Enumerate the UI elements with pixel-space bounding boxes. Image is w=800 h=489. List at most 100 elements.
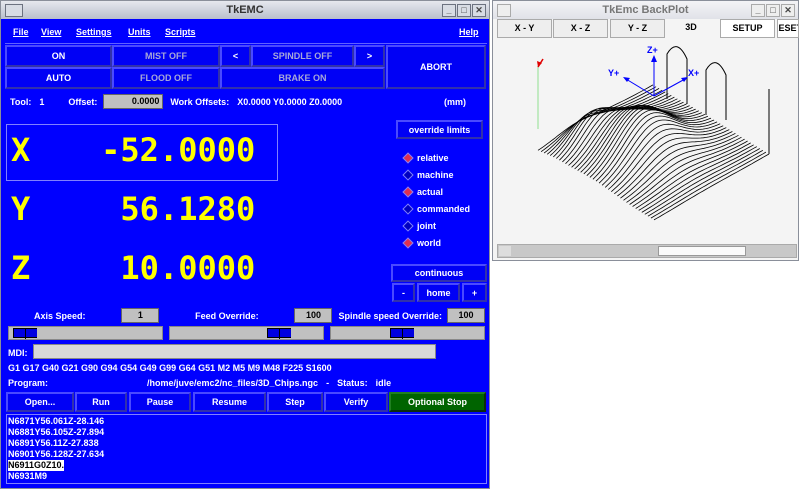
- slider-handle[interactable]: [389, 328, 414, 339]
- toolpath-line: [601, 119, 718, 186]
- optional-stop-button[interactable]: Optional Stop: [389, 392, 486, 412]
- tab-yz[interactable]: Y - Z: [610, 19, 665, 38]
- dro-y: Y 56.1280: [11, 190, 255, 228]
- radio-world[interactable]: world: [402, 237, 441, 249]
- radio-indicator-icon[interactable]: [402, 169, 414, 181]
- work-offsets-value: X0.0000 Y0.0000 Z0.0000: [237, 96, 343, 107]
- radio-actual[interactable]: actual: [402, 186, 443, 198]
- step-button[interactable]: Step: [267, 392, 323, 412]
- dro-axis-label: X: [11, 131, 31, 169]
- spindle-decrease-button[interactable]: <: [220, 45, 251, 67]
- spindle-increase-button[interactable]: >: [354, 45, 385, 67]
- feed-override-label: Feed Override:: [195, 310, 259, 321]
- radio-relative[interactable]: relative: [402, 152, 449, 164]
- slider-handle[interactable]: [267, 328, 291, 339]
- radio-label: commanded: [417, 204, 471, 214]
- status-separator: -: [326, 377, 330, 388]
- abort-button[interactable]: ABORT: [386, 45, 486, 89]
- tool-row: Tool: 1 Offset: 0.0000 Work Offsets: X0.…: [10, 94, 484, 109]
- run-button[interactable]: Run: [75, 392, 127, 412]
- spindle-button[interactable]: SPINDLE OFF: [251, 45, 354, 67]
- toolpath-line: [653, 153, 770, 221]
- program-text[interactable]: N6871Y56.061Z-28.146 N6881Y56.105Z-27.894…: [6, 414, 487, 484]
- menu-settings[interactable]: Settings: [76, 27, 112, 37]
- toolpath-line: [617, 131, 733, 197]
- active-gcodes: G1 G17 G40 G21 G90 G94 G54 G49 G99 G64 G…: [8, 363, 332, 373]
- reset-button[interactable]: RESET: [777, 19, 799, 38]
- radio-indicator-icon[interactable]: [402, 152, 414, 164]
- slider-handle[interactable]: [12, 328, 37, 339]
- spindle-override-value: 100: [446, 308, 485, 323]
- toolpath-line: [583, 105, 699, 175]
- maximize-icon[interactable]: □: [457, 4, 471, 17]
- jog-mode-button[interactable]: continuous: [391, 264, 487, 282]
- close-icon[interactable]: ✕: [472, 4, 486, 17]
- radio-indicator-icon[interactable]: [402, 186, 414, 198]
- toolpath-line: [553, 93, 669, 158]
- dro-x: X -52.0000: [11, 131, 255, 169]
- machine-on-button[interactable]: ON: [5, 45, 112, 67]
- backplot-canvas[interactable]: Z+ Y+ X+: [493, 39, 798, 243]
- toolpath-line: [647, 149, 764, 217]
- feed-override-slider[interactable]: [169, 326, 324, 340]
- scrollbar-thumb[interactable]: [658, 246, 746, 256]
- menu-units[interactable]: Units: [128, 27, 151, 37]
- menu-scripts[interactable]: Scripts: [165, 27, 196, 37]
- scroll-left-icon[interactable]: [499, 246, 511, 256]
- resume-button[interactable]: Resume: [193, 392, 266, 412]
- flood-button[interactable]: FLOOD OFF: [112, 67, 220, 89]
- minimize-icon[interactable]: _: [442, 4, 456, 17]
- toolpath-line: [629, 138, 745, 205]
- tab-xy[interactable]: X - Y: [497, 19, 552, 38]
- tab-xz[interactable]: X - Z: [553, 19, 608, 38]
- radio-indicator-icon[interactable]: [402, 237, 414, 249]
- menu-help[interactable]: Help: [459, 27, 479, 37]
- spindle-override-label: Spindle speed Override:: [338, 310, 442, 321]
- status-value: idle: [375, 377, 392, 388]
- toolpath-line: [540, 86, 657, 153]
- program-line[interactable]: N6881Y56.105Z-27.894: [8, 427, 105, 437]
- pause-button[interactable]: Pause: [129, 392, 191, 412]
- radio-joint[interactable]: joint: [402, 220, 436, 232]
- z-axis-label: Z+: [647, 45, 658, 55]
- program-line[interactable]: N6871Y56.061Z-28.146: [8, 416, 105, 426]
- setup-button[interactable]: SETUP: [720, 19, 775, 38]
- window-menu-icon[interactable]: [5, 4, 23, 17]
- home-button[interactable]: home: [417, 283, 460, 302]
- open-button[interactable]: Open...: [6, 392, 74, 412]
- x-axis-line: [653, 78, 686, 97]
- radio-indicator-icon[interactable]: [402, 203, 414, 215]
- brake-button[interactable]: BRAKE ON: [220, 67, 385, 89]
- verify-button[interactable]: Verify: [324, 392, 388, 412]
- maximize-icon[interactable]: □: [766, 4, 780, 17]
- close-icon[interactable]: ✕: [781, 4, 795, 17]
- toolpath-line: [650, 151, 767, 219]
- feed-override-value: 100: [294, 308, 333, 323]
- axis-speed-slider[interactable]: [8, 326, 163, 340]
- tab-3d[interactable]: 3D: [685, 22, 697, 32]
- window-menu-icon[interactable]: [497, 4, 511, 17]
- menu-file[interactable]: File: [13, 27, 29, 37]
- radio-label: world: [417, 238, 441, 248]
- program-line[interactable]: N6931M9: [8, 471, 48, 481]
- jog-minus-button[interactable]: -: [392, 283, 415, 302]
- menu-view[interactable]: View: [41, 27, 62, 37]
- mist-button[interactable]: MIST OFF: [112, 45, 220, 67]
- radio-machine[interactable]: machine: [402, 169, 454, 181]
- horizontal-scrollbar[interactable]: [497, 244, 797, 258]
- minimize-icon[interactable]: _: [751, 4, 765, 17]
- program-line[interactable]: N6901Y56.128Z-27.634: [8, 449, 105, 459]
- mode-auto-button[interactable]: AUTO: [5, 67, 112, 89]
- dro-x-highlight: [6, 124, 278, 181]
- toolpath-line: [546, 89, 663, 155]
- program-line[interactable]: N6891Y56.11Z-27.838: [8, 438, 99, 448]
- tkemc-window: TkEMC _ □ ✕ File View Settings Units Scr…: [0, 0, 490, 489]
- radio-commanded[interactable]: commanded: [402, 203, 471, 215]
- program-line[interactable]: N6911G0Z10.: [8, 460, 65, 471]
- spindle-override-slider[interactable]: [330, 326, 485, 340]
- radio-indicator-icon[interactable]: [402, 220, 414, 232]
- offset-label: Offset:: [68, 96, 98, 107]
- jog-plus-button[interactable]: +: [462, 283, 487, 302]
- override-limits-button[interactable]: override limits: [396, 120, 483, 139]
- mdi-input[interactable]: [33, 344, 436, 359]
